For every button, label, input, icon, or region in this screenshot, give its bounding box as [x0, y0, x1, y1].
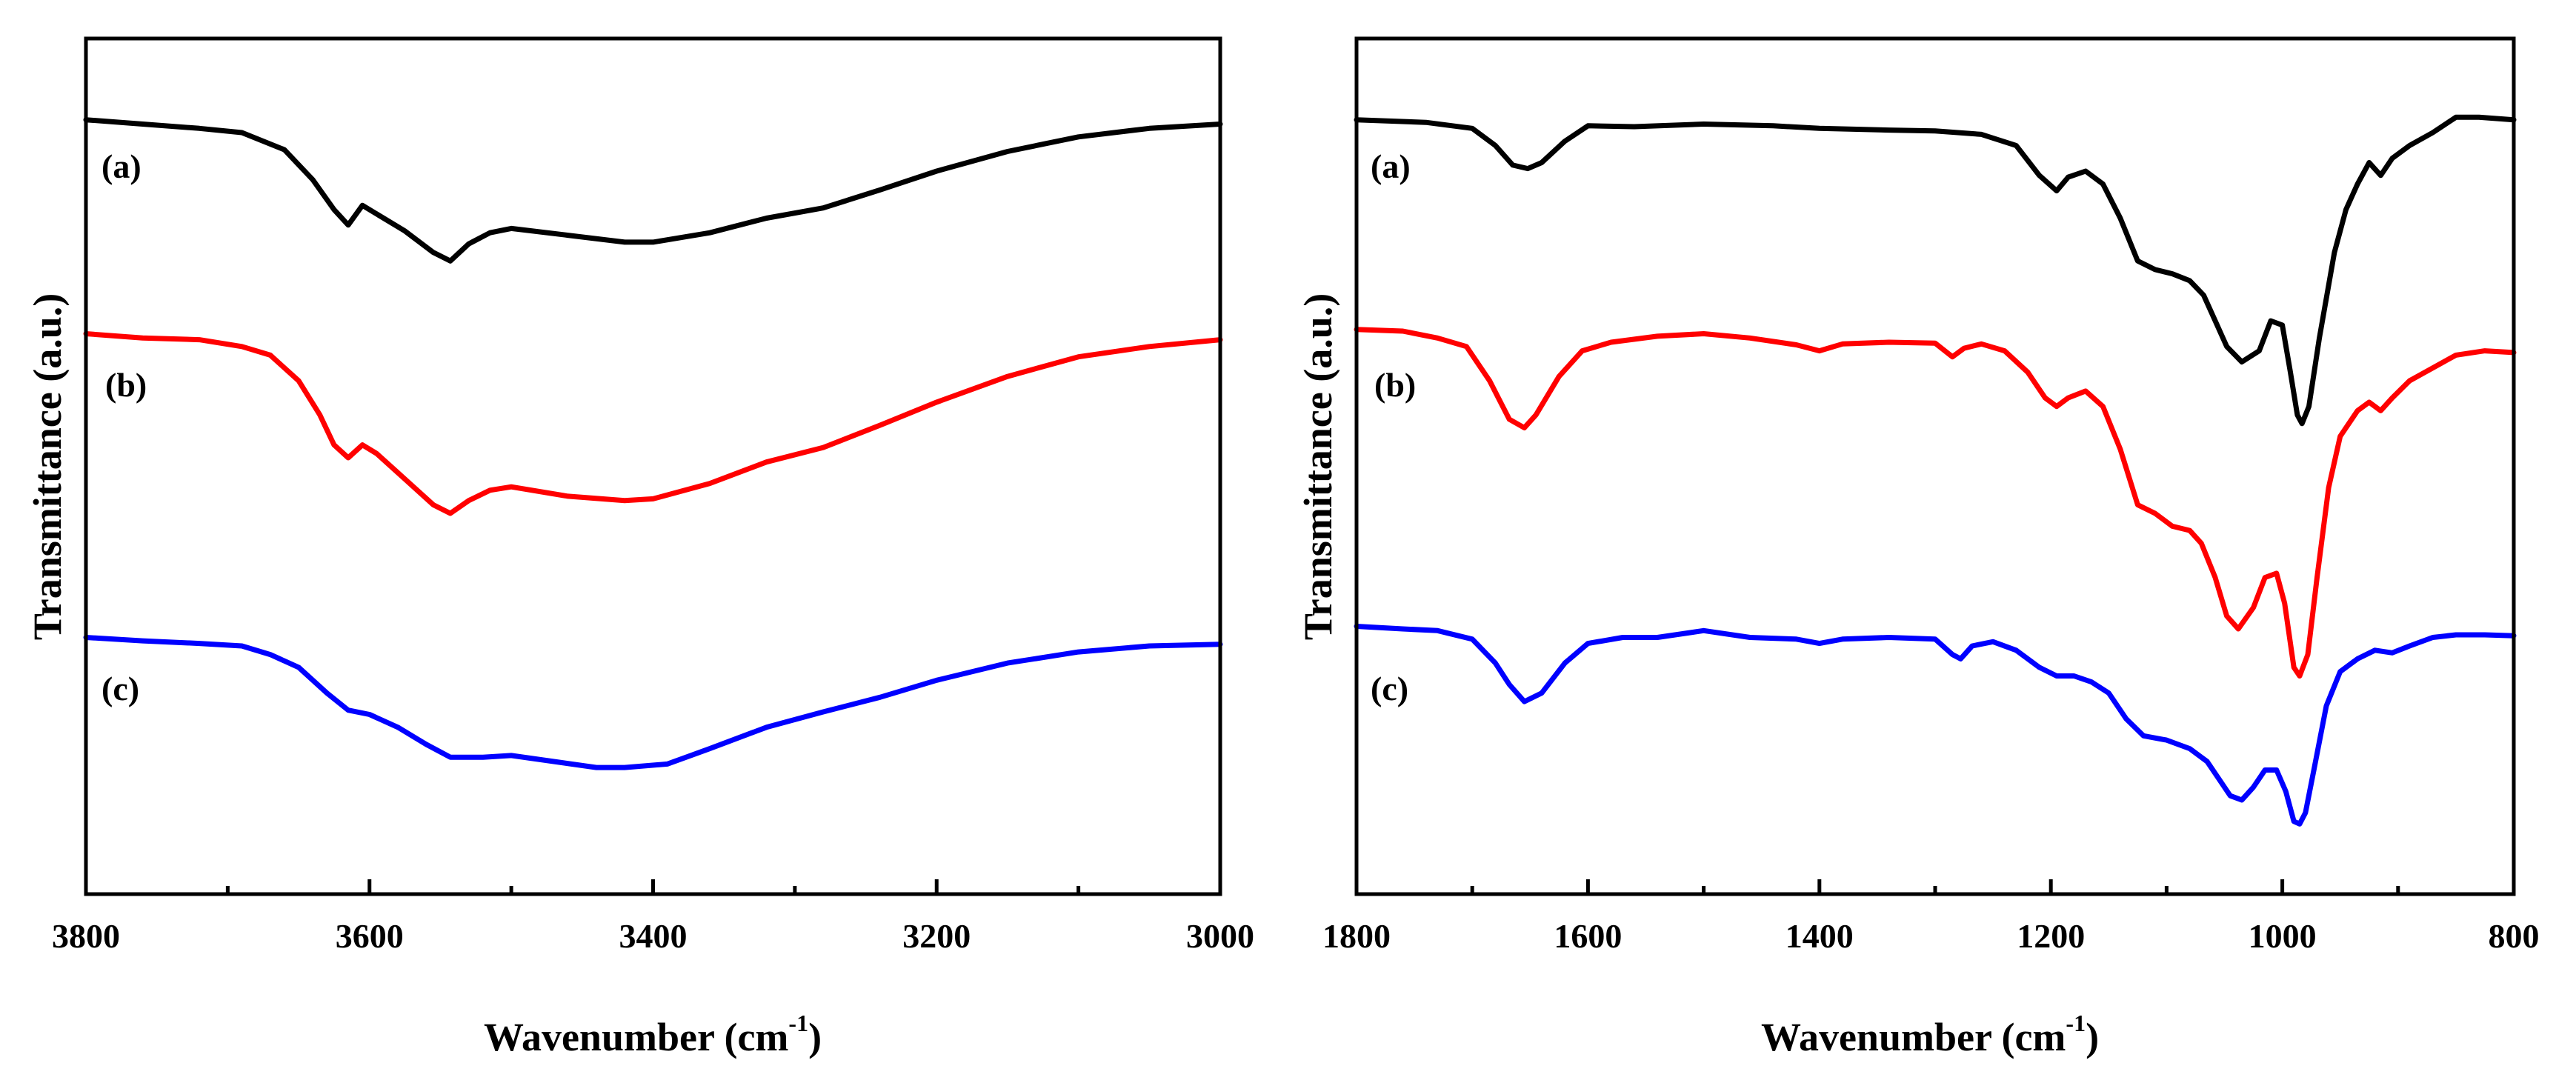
- right-x-axis-title-close: ): [2086, 1015, 2099, 1059]
- left-series-label-c: (c): [101, 670, 139, 707]
- right-x-tick-label: 1800: [1322, 917, 1391, 955]
- left-x-axis-title-exponent: -1: [788, 1010, 808, 1036]
- right-y-axis-title: Transmittance (a.u.): [1296, 293, 1340, 640]
- right-x-tick-label: 1000: [2249, 917, 2317, 955]
- left-x-tick-label: 3000: [1186, 917, 1254, 955]
- left-series-line-b: [83, 331, 1223, 516]
- right-series-label-c: (c): [1371, 670, 1408, 707]
- left-x-tick-label: 3200: [902, 917, 971, 955]
- right-x-tick-label: 1200: [2017, 917, 2085, 955]
- left-x-tick-label: 3800: [52, 917, 120, 955]
- left-panel: 3800 3600 3400 3200 3000 (a) (b) (c) Transmi…: [25, 36, 1254, 1059]
- right-x-tick-label: 800: [2489, 917, 2540, 955]
- left-x-axis-title: Wavenumber (cm-1): [484, 1010, 822, 1059]
- left-series-line-a: [83, 117, 1223, 264]
- left-series-label-b: (b): [105, 366, 147, 404]
- right-x-axis-title: Wavenumber (cm-1): [1761, 1010, 2099, 1059]
- right-x-ticks: 1800 1600 1400 1200 1000 800: [1322, 879, 2540, 955]
- right-series-label-b: (b): [1374, 366, 1416, 404]
- right-series-line-a: [1354, 114, 2517, 427]
- right-x-tick-label: 1400: [1785, 917, 1854, 955]
- left-x-axis-title-main: Wavenumber (cm: [484, 1015, 788, 1059]
- left-x-tick-label: 3400: [619, 917, 688, 955]
- right-x-axis-title-main: Wavenumber (cm: [1761, 1015, 2066, 1059]
- left-x-axis-title-close: ): [808, 1015, 822, 1059]
- left-y-axis-title: Transmittance (a.u.): [25, 293, 70, 640]
- right-series-line-c: [1354, 624, 2517, 827]
- right-series-label-a: (a): [1371, 147, 1411, 185]
- right-curves: [1354, 114, 2517, 827]
- left-curves: [83, 117, 1223, 770]
- right-panel: 1800 1600 1400 1200 1000 800 (a) (b) (c) Tran…: [1296, 36, 2540, 1059]
- left-x-ticks: 3800 3600 3400 3200 3000: [52, 879, 1254, 955]
- right-x-tick-label: 1600: [1554, 917, 1622, 955]
- left-series-line-c: [83, 635, 1223, 770]
- left-x-tick-label: 3600: [336, 917, 404, 955]
- left-series-label-a: (a): [101, 147, 142, 185]
- right-x-axis-title-exponent: -1: [2066, 1010, 2086, 1036]
- right-series-line-b: [1354, 327, 2517, 679]
